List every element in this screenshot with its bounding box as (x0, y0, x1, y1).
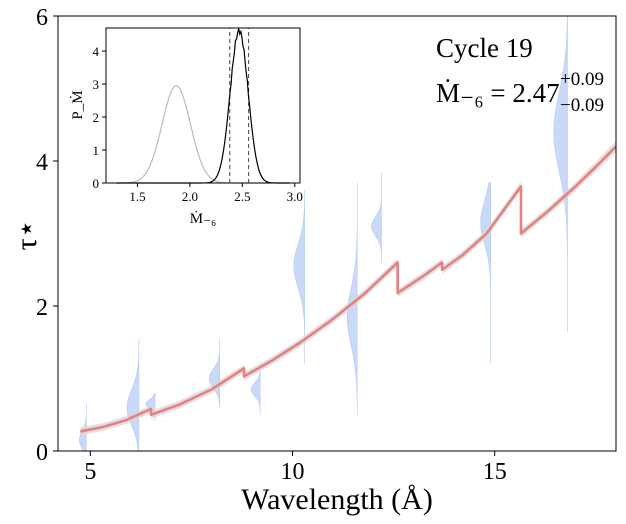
inset-y-tick-label: 0 (93, 176, 100, 191)
inset-plot-frame (105, 27, 301, 184)
mdot-lower-error: −0.09 (560, 95, 604, 116)
y-tick-label: 4 (36, 150, 48, 176)
violin-10 (553, 15, 568, 332)
y-tick-label: 2 (36, 295, 48, 321)
inset-x-tick-label: 1.5 (129, 189, 145, 204)
inset-x-tick-label: 2.5 (234, 189, 250, 204)
model-line (79, 145, 617, 433)
violin-8 (371, 171, 382, 263)
main-x-axis-label: Wavelength (Å) (241, 483, 433, 516)
main-y-ticks: 0 2 4 6 (36, 5, 58, 466)
y-tick-label: 0 (36, 440, 48, 466)
inset-chart: 1.5 2.0 2.5 3.0 0 1 2 3 4 Ṁ₋₆ P_Ṁ (70, 27, 303, 227)
inset-y-ticks: 0 1 2 3 4 (93, 44, 106, 191)
violin-6 (293, 189, 305, 365)
violin-2 (126, 338, 140, 452)
inset-y-tick-label: 3 (93, 77, 100, 92)
model-line-layer (79, 145, 617, 433)
mdot-value: Ṁ₋₆ = 2.47 (436, 78, 560, 108)
y-tick-label: 6 (36, 5, 48, 31)
uncertainty-band-layer (80, 140, 616, 436)
inset-x-tick-label: 2.0 (182, 189, 198, 204)
inset-x-tick-label: 3.0 (287, 189, 303, 204)
inset-y-axis-label: P_Ṁ (70, 90, 86, 119)
inset-x-ticks: 1.5 2.0 2.5 3.0 (129, 183, 303, 204)
violin-9 (480, 182, 491, 364)
x-tick-label: 15 (483, 459, 507, 485)
main-x-ticks: 5 10 15 (84, 451, 507, 485)
main-plot-frame (57, 15, 617, 452)
inset-y-tick-label: 1 (93, 143, 100, 158)
x-tick-label: 5 (84, 459, 96, 485)
main-y-axis-label: τ⋆ (10, 220, 43, 251)
mdot-upper-error: +0.09 (560, 69, 604, 90)
inset-y-tick-label: 4 (93, 44, 100, 59)
inset-x-axis-label: Ṁ₋₆ (190, 211, 216, 227)
inset-interval-lines (229, 28, 250, 183)
x-tick-label: 10 (281, 459, 305, 485)
violin-7 (346, 182, 358, 416)
inset-y-tick-label: 2 (93, 110, 100, 125)
violin-4 (208, 338, 221, 408)
cycle-label: Cycle 19 (436, 33, 533, 63)
inset-background (106, 28, 300, 183)
model-uncertainty-band (80, 140, 616, 436)
